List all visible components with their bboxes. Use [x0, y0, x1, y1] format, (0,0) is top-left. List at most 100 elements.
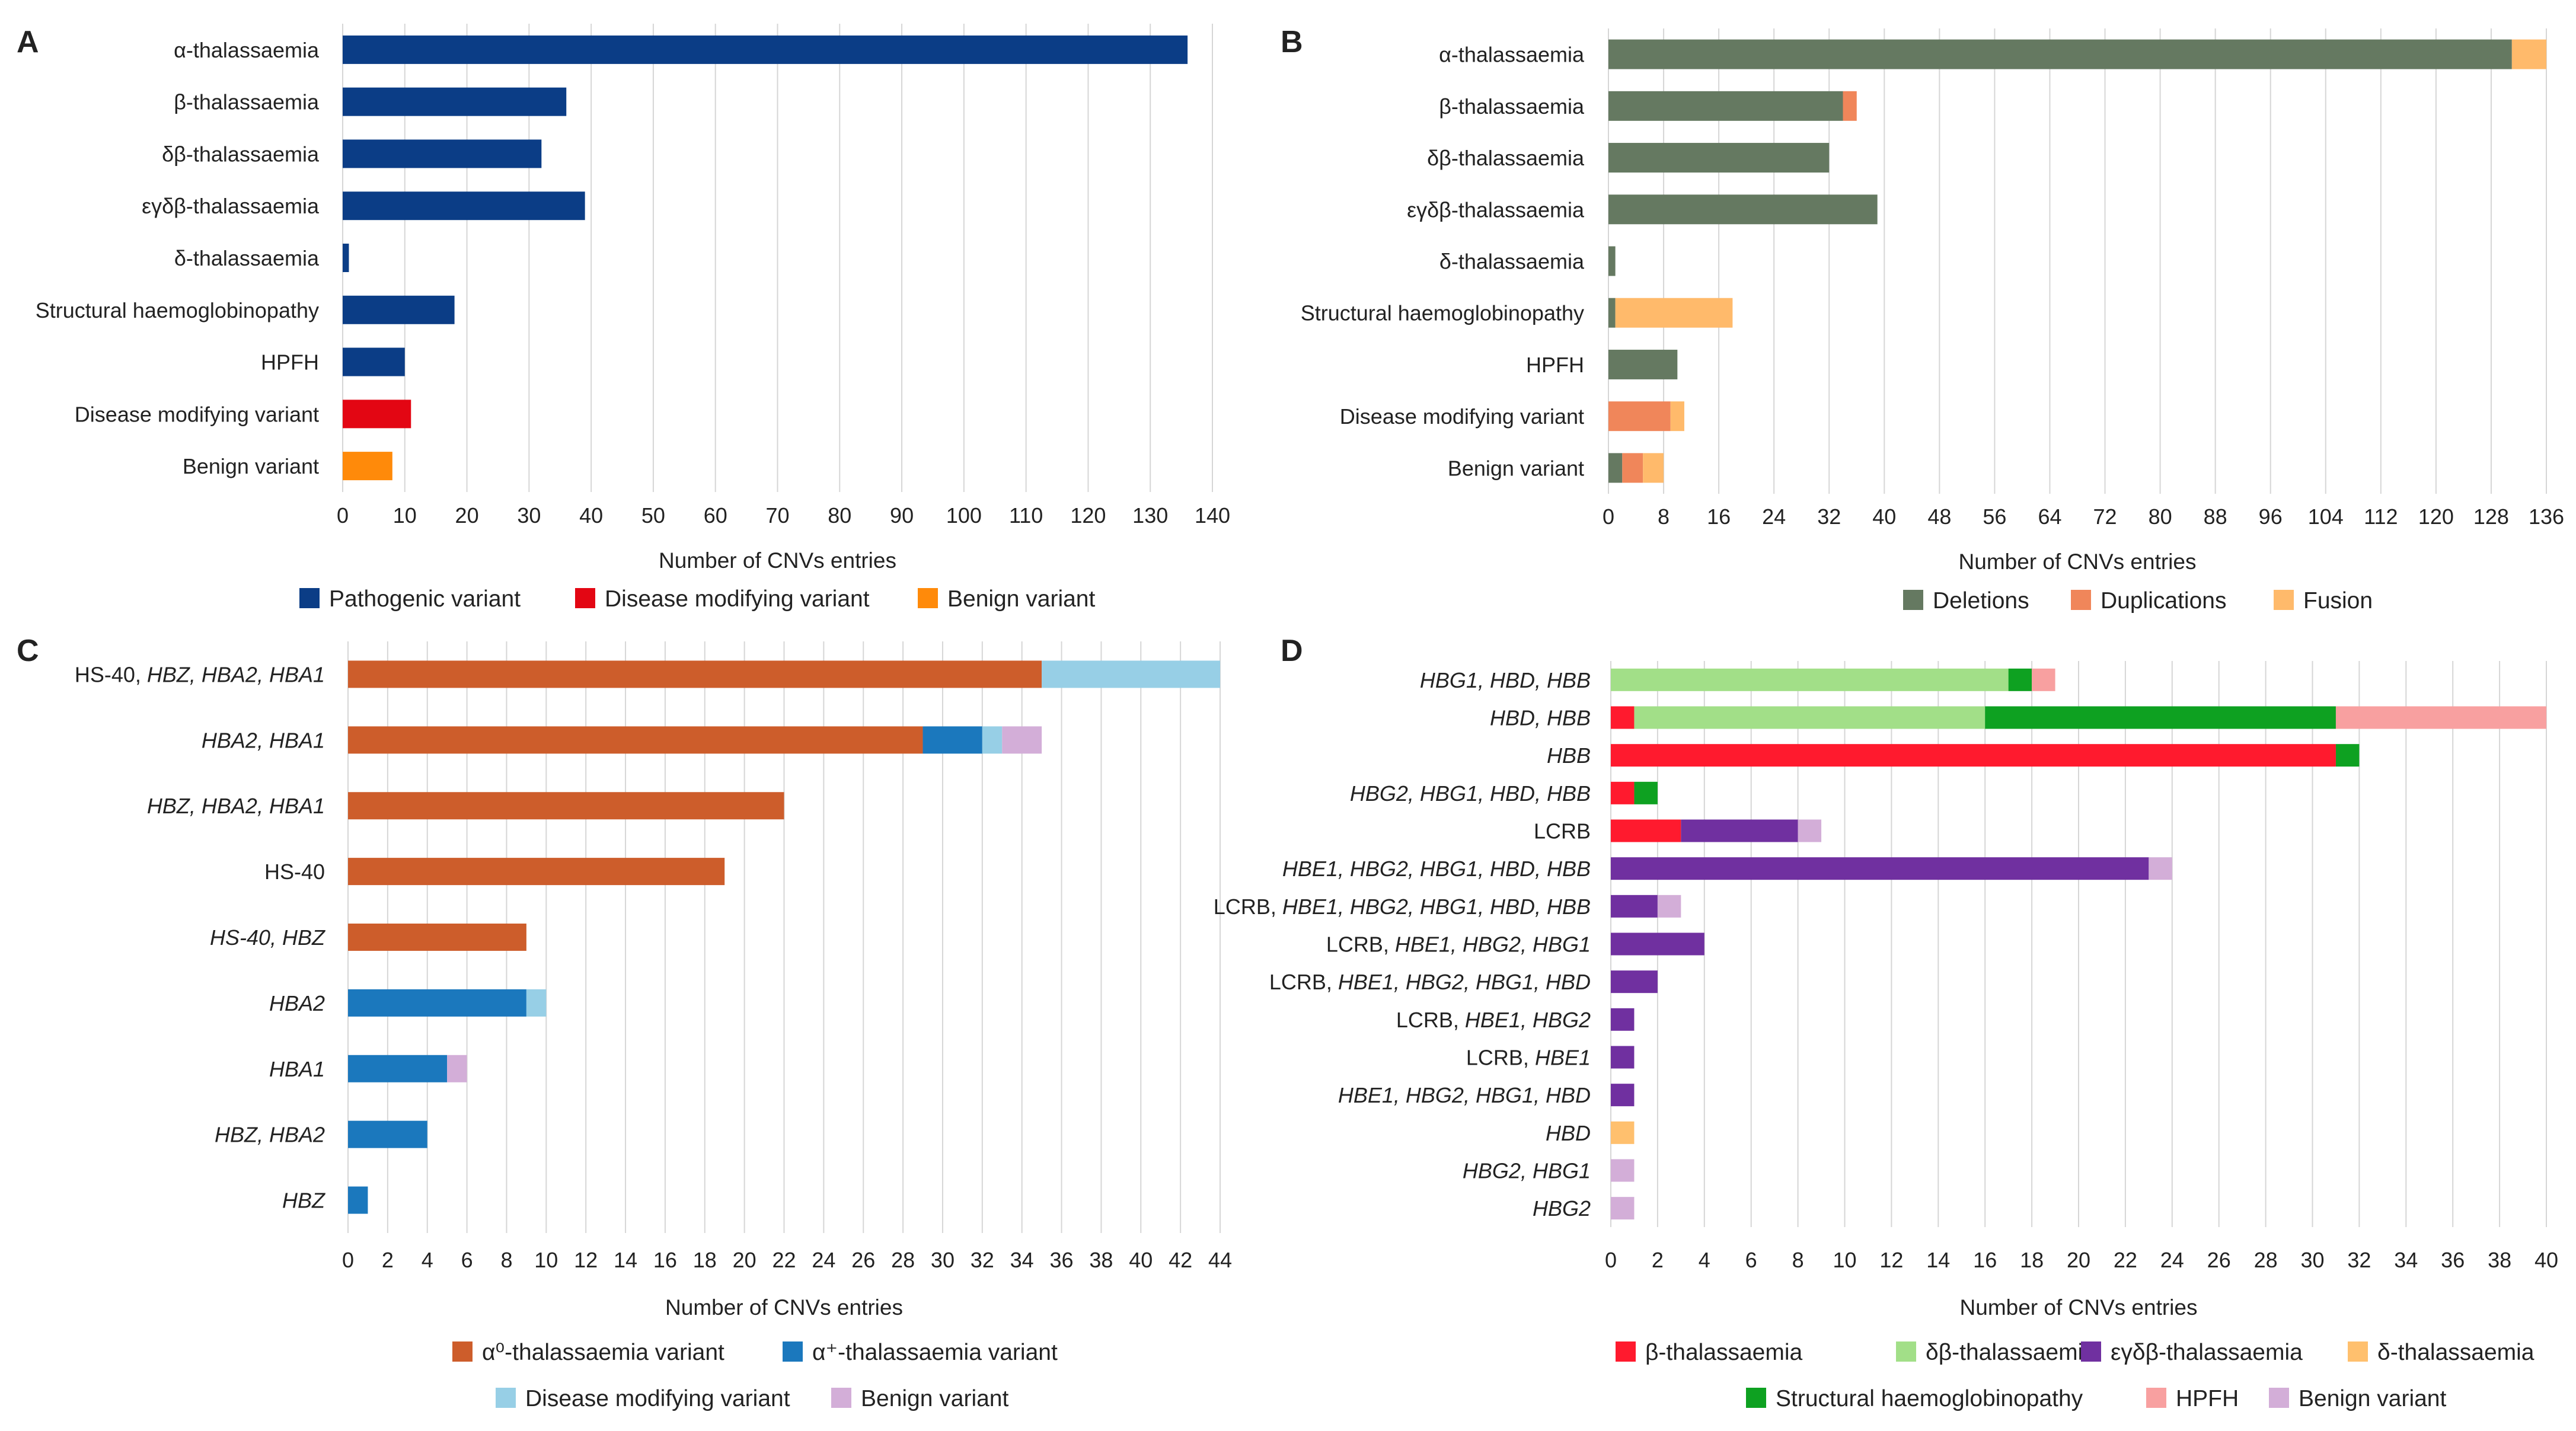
bar-c-5-disease-modifying-variant	[526, 989, 547, 1017]
legend-label-a-pathogenic-variant: Pathogenic variant	[329, 586, 521, 612]
category-label-d-11: HBE1, HBG2, HBG1, HBD	[1338, 1083, 1591, 1107]
x-tick-label-b-6: 48	[1927, 504, 1951, 529]
category-label-part-d-9-1: HBE1, HBG2	[1465, 1008, 1591, 1032]
legend-swatch-c-disease-modifying-variant	[496, 1388, 516, 1408]
x-tick-label-c-0: 0	[342, 1248, 354, 1272]
category-label-part-d-10-0: LCRB,	[1466, 1046, 1535, 1070]
legend-item-c-thalassaemia-variant: α⁰-thalassaemia variant	[452, 1340, 724, 1365]
category-label-c-2: HBZ, HBA2, HBA1	[147, 794, 325, 818]
panel-d: D0 2 4 6 8 10 12 14 16 18 20 22 24 26 28 30 32 34 36 38 40HB…	[1214, 634, 2558, 1411]
bar-b-1-duplications	[1843, 91, 1857, 121]
legend-label-c-thalassaemia-variant: α⁰-thalassaemia variant	[482, 1340, 724, 1365]
bar-b-8-duplications	[1622, 453, 1643, 483]
x-tick-label-d-16: 32	[2347, 1248, 2371, 1272]
legend-label-c-benign-variant: Benign variant	[861, 1386, 1008, 1411]
category-label-part-c-8-0: HBZ	[282, 1189, 325, 1213]
legend-swatch-b-fusion	[2274, 590, 2294, 610]
legend-item-d-structural-haemoglobinopathy: Structural haemoglobinopathy	[1746, 1386, 2083, 1411]
x-tick-label-a-5: 50	[641, 503, 665, 528]
legend-swatch-d-benign-variant	[2269, 1388, 2289, 1408]
x-tick-label-d-17: 34	[2394, 1248, 2418, 1272]
bar-a-0-pathogenic-variant	[343, 35, 1188, 64]
bar-c-0-thalassaemia-variant	[348, 660, 1042, 688]
bar-b-0-deletions	[1608, 39, 2512, 69]
legend-label-c-disease-modifying-variant: Disease modifying variant	[525, 1386, 790, 1411]
panel-b: B 0 8 16 24 32 40 48 56 64 72 80 88 96 104 112 120 128 136…	[1281, 25, 2564, 614]
legend-swatch-d-thalassaemia	[2348, 1341, 2368, 1362]
legend-label-c-thalassaemia-variant: α⁺-thalassaemia variant	[812, 1340, 1058, 1365]
bar-c-1-disease-modifying-variant	[982, 726, 1003, 754]
legend-swatch-c-thalassaemia-variant	[452, 1341, 473, 1362]
legend-item-d-thalassaemia: β-thalassaemia	[1616, 1340, 1803, 1365]
legend-label-d-thalassaemia: δ-thalassaemia	[2377, 1340, 2534, 1365]
legend-label-b-deletions: Deletions	[1933, 588, 2029, 614]
x-tick-label-d-7: 14	[1926, 1248, 1950, 1272]
x-tick-label-b-17: 136	[2529, 504, 2564, 529]
x-tick-label-c-17: 34	[1010, 1248, 1034, 1272]
x-tick-label-c-6: 12	[574, 1248, 598, 1272]
bar-d-9-thalassaemia	[1611, 1008, 1635, 1031]
legend-item-b-duplications: Duplications	[2071, 588, 2226, 614]
bar-b-8-deletions	[1608, 453, 1623, 483]
x-tick-label-c-7: 14	[614, 1248, 637, 1272]
category-label-part-d-1-0: HBD, HBB	[1490, 706, 1591, 730]
bar-d-1-structural-haemoglobinopathy	[1985, 706, 2336, 729]
bar-a-8-benign-variant	[343, 452, 392, 481]
category-label-part-d-8-1: HBE1, HBG2, HBG1, HBD	[1338, 970, 1591, 994]
x-tick-label-d-15: 30	[2300, 1248, 2324, 1272]
bar-b-8-fusion	[1643, 453, 1664, 483]
bar-d-3-thalassaemia	[1611, 781, 1635, 804]
x-tick-label-b-16: 128	[2473, 504, 2509, 529]
x-tick-label-d-11: 22	[2114, 1248, 2137, 1272]
category-label-c-0: HS-40, HBZ, HBA2, HBA1	[75, 662, 325, 686]
panel-a: A 0 10 20 30 40 50 60 70 80 90 100 110 120 130 140 α-tha…	[17, 24, 1230, 612]
category-label-part-d-8-0: LCRB,	[1269, 970, 1338, 994]
legend-label-a-benign-variant: Benign variant	[947, 586, 1095, 612]
category-label-part-d-3-0: HBG2, HBG1, HBD, HBB	[1350, 781, 1591, 806]
category-label-part-d-2-0: HBB	[1547, 743, 1591, 768]
legend-item-d-benign-variant: Benign variant	[2269, 1386, 2446, 1411]
category-label-a-2: δβ-thalassaemia	[162, 142, 320, 166]
x-tick-label-a-4: 40	[579, 503, 603, 528]
category-label-b-3: εγδβ-thalassaemia	[1407, 197, 1585, 222]
x-tick-label-b-12: 96	[2259, 504, 2283, 529]
legend-item-c-benign-variant: Benign variant	[831, 1386, 1008, 1411]
x-tick-label-b-14: 112	[2364, 504, 2398, 529]
x-axis-title-b: Number of CNVs entries	[1959, 550, 2197, 574]
legend-item-a-benign-variant: Benign variant	[918, 586, 1095, 612]
category-label-part-d-5-0: HBE1, HBG2, HBG1, HBD, HBB	[1282, 857, 1591, 881]
x-tick-label-c-20: 40	[1129, 1248, 1153, 1272]
bar-a-5-pathogenic-variant	[343, 295, 455, 324]
legend-swatch-d-thalassaemia	[1616, 1341, 1636, 1362]
x-tick-label-c-1: 2	[382, 1248, 394, 1272]
x-tick-label-d-5: 10	[1833, 1248, 1856, 1272]
bar-d-4-thalassaemia	[1681, 819, 1798, 842]
bar-c-4-thalassaemia-variant	[348, 924, 526, 951]
category-label-c-4: HS-40, HBZ	[210, 925, 325, 950]
legend-swatch-d-structural-haemoglobinopathy	[1746, 1388, 1766, 1408]
legend-swatch-c-thalassaemia-variant	[783, 1341, 803, 1362]
bar-c-1-benign-variant	[1002, 726, 1042, 754]
x-tick-label-c-3: 6	[461, 1248, 473, 1272]
x-tick-label-b-0: 0	[1603, 504, 1614, 529]
category-label-a-0: α-thalassaemia	[174, 38, 320, 62]
x-tick-label-b-1: 8	[1658, 504, 1670, 529]
bar-b-4-deletions	[1608, 246, 1616, 276]
category-label-part-d-7-1: HBE1, HBG2, HBG1	[1395, 932, 1591, 957]
x-tick-label-a-11: 110	[1009, 503, 1043, 528]
bar-d-0-structural-haemoglobinopathy	[2008, 668, 2032, 691]
category-label-part-d-14-0: HBG2	[1533, 1196, 1591, 1221]
x-axis-title-a: Number of CNVs entries	[659, 548, 896, 573]
category-label-a-5: Structural haemoglobinopathy	[36, 298, 319, 322]
bar-d-2-structural-haemoglobinopathy	[2335, 744, 2360, 767]
category-label-d-0: HBG1, HBD, HBB	[1420, 668, 1591, 692]
legend-swatch-d-thalassaemia	[1896, 1341, 1916, 1362]
bar-c-0-disease-modifying-variant	[1042, 660, 1220, 688]
x-tick-label-b-4: 32	[1817, 504, 1841, 529]
bar-d-4-thalassaemia	[1611, 819, 1681, 842]
legend-swatch-a-disease-modifying-variant	[575, 588, 595, 608]
x-tick-label-c-11: 22	[772, 1248, 796, 1272]
x-tick-label-c-2: 4	[422, 1248, 433, 1272]
legend-label-d-thalassaemia: δβ-thalassaemia	[1926, 1340, 2096, 1365]
category-label-part-d-12-0: HBD	[1546, 1121, 1591, 1145]
